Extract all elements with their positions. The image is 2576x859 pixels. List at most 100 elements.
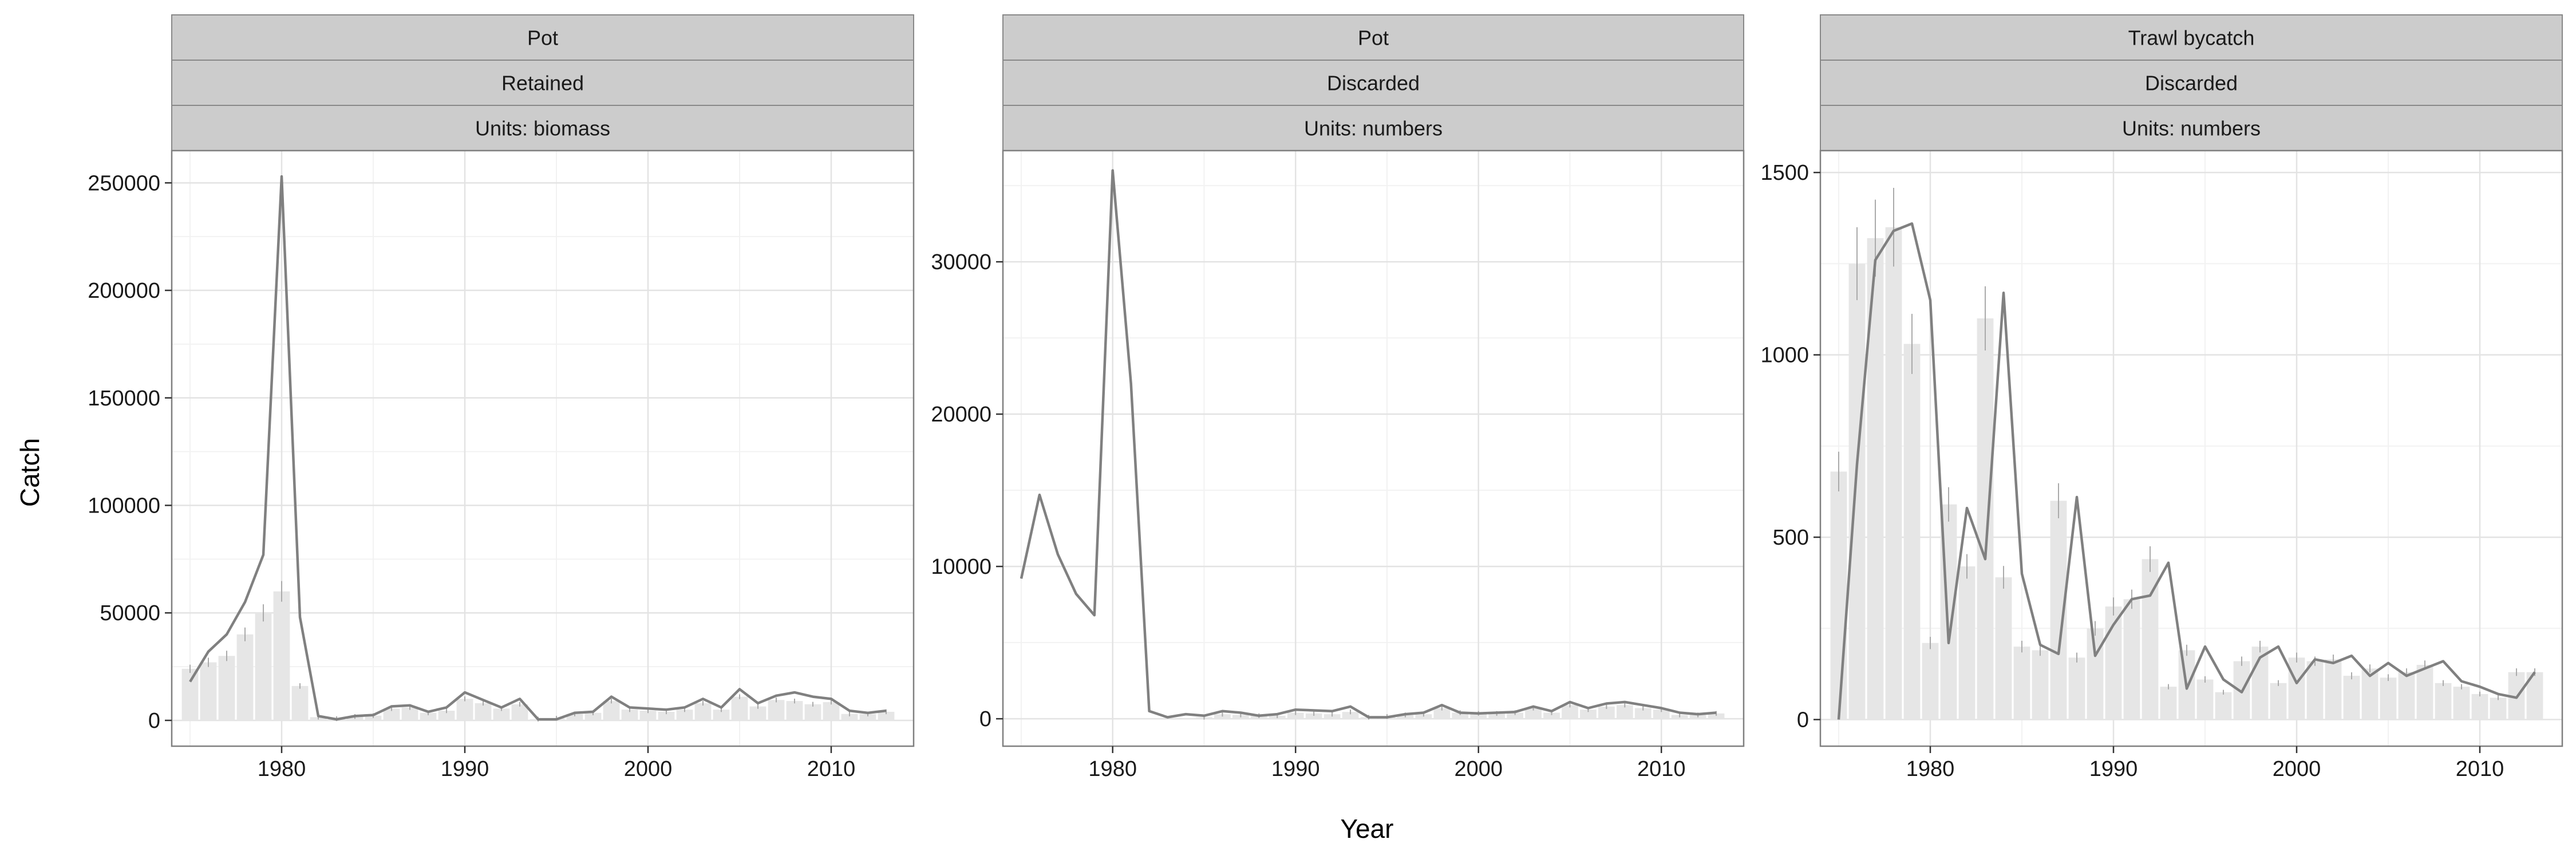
bar [2087,628,2104,720]
strip-2 [1002,60,1744,106]
bar [493,708,510,720]
bar [1977,318,1994,720]
bar [1653,710,1670,719]
bar [1598,706,1615,719]
y-tick-label: 150000 [88,387,160,411]
strip-label: Discarded [2145,72,2238,95]
x-tick-label: 1980 [1088,757,1137,781]
x-axis-title: Year [1341,814,1394,844]
y-tick-label: 250000 [88,171,160,195]
gridlines [1003,151,1744,746]
panel-2: Pot Discarded Units: numbers 1980 1990 2000 20… [931,14,1745,781]
strip-label: Units: numbers [2122,117,2261,140]
bar [1885,227,1902,720]
bar [401,707,418,720]
bar [2013,647,2030,720]
bar [658,711,675,720]
bar [2160,687,2177,720]
y-tick-label: 10000 [931,555,991,579]
bar [2270,683,2287,720]
bar [566,714,583,720]
bar [1452,712,1469,719]
bar [2380,677,2397,720]
bar [2215,692,2232,720]
gridlines [172,151,914,746]
bar [823,702,840,720]
bar [1922,643,1939,720]
bar [1580,710,1597,719]
panel-border [1002,149,1745,747]
bar [1958,566,1976,720]
bar [1903,344,1921,720]
panel-border [171,149,915,747]
bar [236,634,254,720]
bar [2471,693,2488,720]
bar [475,703,492,720]
predicted-line [189,175,887,721]
y-tick-label: 200000 [88,279,160,303]
x-tick-label: 1980 [258,757,306,781]
strip-label: Units: numbers [1304,117,1443,140]
bar [621,710,638,720]
bar [603,701,620,720]
plot-background [172,151,914,746]
bar [2123,599,2140,720]
bar [1287,712,1304,719]
strip-1 [1002,14,1744,61]
bar [1342,712,1359,719]
bar [768,700,785,720]
y-tick-label: 0 [148,709,160,733]
bar [1543,712,1560,719]
bar [438,711,455,720]
bar [1470,713,1487,719]
y-tick-label: 30000 [931,250,991,274]
bar [2288,657,2305,720]
x-tick-label: 2000 [2273,757,2321,781]
panel-3: Trawl bycatch Discarded Units: numbers 1980… [1760,14,2563,781]
bar [273,591,290,720]
bar [1708,713,1725,719]
bar [2435,683,2452,720]
x-tick-label: 2010 [2456,757,2504,781]
observed-bars [1830,187,2543,720]
predicted-line [1837,222,2536,720]
bar [1616,705,1633,719]
bar [804,704,821,720]
x-tick-label: 2000 [624,757,673,781]
x-tick-label: 1990 [2089,757,2138,781]
panels-group: Pot Retained Units: biomass 1980 1990 2000 201… [88,14,2563,781]
strip-label: Pot [1358,26,1389,50]
bar [1634,708,1652,719]
strip-2 [171,60,914,106]
y-axis-title: Catch [15,438,45,507]
bar [1305,713,1322,719]
strip-label: Units: biomass [475,117,610,140]
y-tick-label: 500 [1773,526,1809,550]
y-tick-label: 1500 [1760,161,1809,185]
observed-bars [181,581,895,722]
x-tick-label: 2010 [1637,757,1686,781]
x-tick-label: 1980 [1906,757,1955,781]
plot-background [1003,151,1744,746]
panel-1: Pot Retained Units: biomass 1980 1990 2000 201… [88,14,915,781]
strip-label: Pot [527,26,558,50]
x-tick-label: 2010 [807,757,856,781]
bar [291,685,309,720]
y-tick-label: 100000 [88,494,160,518]
bar [1488,713,1506,719]
bar [383,708,400,720]
bar [2032,650,2049,720]
bar [2490,698,2507,720]
strip-label: Discarded [1327,72,1420,95]
y-tick-label: 50000 [100,601,160,625]
panel-border [1819,149,2563,747]
bar [1995,577,2012,720]
bar [841,714,858,720]
bar [200,662,217,720]
x-tick-label: 1990 [441,757,489,781]
predicted-line [1020,169,1717,719]
bar [639,711,657,720]
bar [786,701,803,720]
bar [676,710,693,720]
